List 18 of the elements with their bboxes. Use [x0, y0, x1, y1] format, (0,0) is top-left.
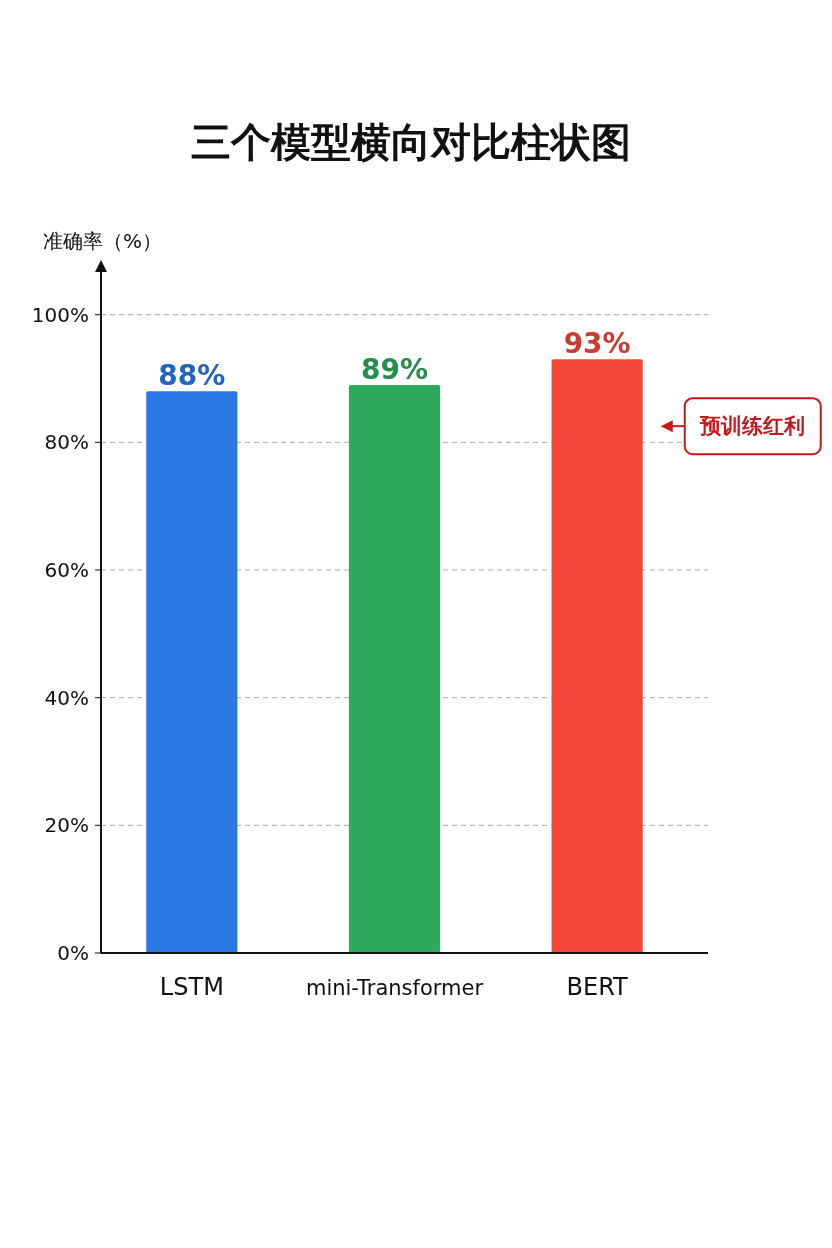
x-tick-label: BERT: [566, 973, 629, 1001]
y-tick-label: 40%: [44, 685, 89, 710]
y-tick-label: 100%: [31, 302, 89, 327]
data-label: 88%: [158, 359, 226, 393]
data-label: 93%: [563, 327, 631, 361]
bar: [551, 359, 643, 953]
y-tick-label: 0%: [57, 941, 89, 965]
y-tick-label: 20%: [44, 813, 89, 838]
bar: [146, 391, 238, 953]
y-tick-label: 60%: [44, 558, 89, 583]
data-label: 89%: [360, 352, 429, 386]
x-tick-label: mini-Transformer: [305, 976, 484, 1000]
chart-title: 三个模型横向对比柱状图: [191, 119, 631, 165]
x-tick-label: LSTM: [159, 973, 224, 1001]
y-axis-title: 准确率（%）: [43, 229, 163, 253]
annotation: 预训练红利: [699, 414, 806, 439]
y-tick-label: 80%: [44, 430, 89, 455]
bar: [348, 384, 441, 953]
